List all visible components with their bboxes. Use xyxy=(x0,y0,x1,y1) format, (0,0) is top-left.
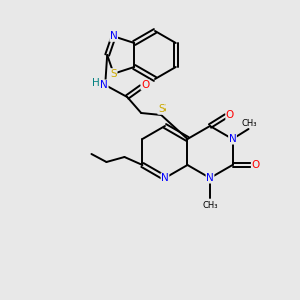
Text: S: S xyxy=(110,69,117,79)
Text: O: O xyxy=(226,110,234,120)
Text: N: N xyxy=(100,80,108,90)
Text: CH₃: CH₃ xyxy=(202,202,218,211)
Text: O: O xyxy=(141,80,149,90)
Text: O: O xyxy=(251,160,260,170)
Text: N: N xyxy=(229,134,236,144)
Text: S: S xyxy=(158,104,164,114)
Text: H: H xyxy=(92,78,100,88)
Text: N: N xyxy=(161,173,169,183)
Text: N: N xyxy=(110,31,118,41)
Text: N: N xyxy=(206,173,214,183)
Text: CH₃: CH₃ xyxy=(242,118,257,127)
Text: S: S xyxy=(159,104,166,114)
